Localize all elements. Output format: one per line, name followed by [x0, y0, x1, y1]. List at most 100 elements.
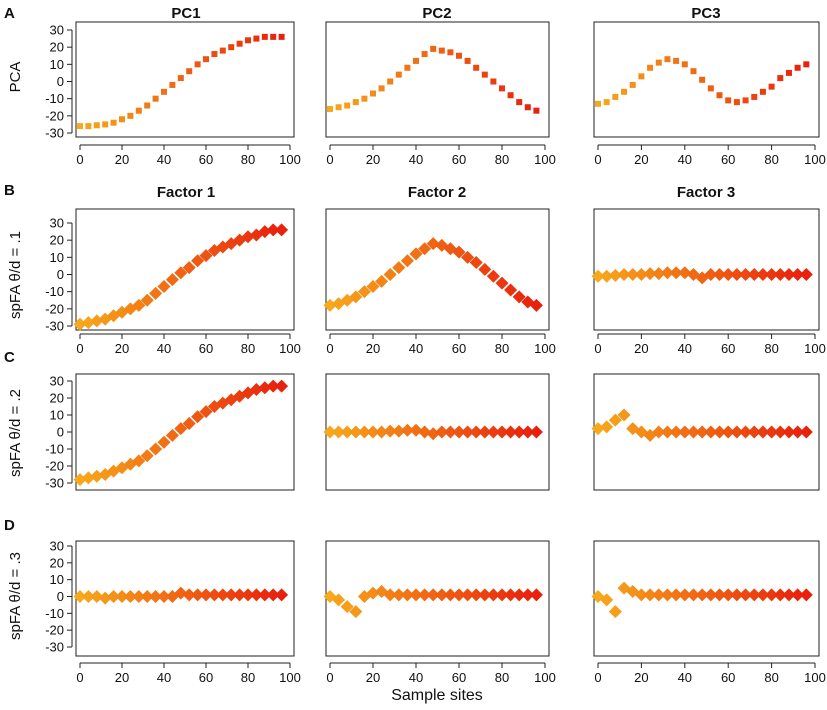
plot-frame — [593, 373, 820, 491]
panel-c2 — [323, 373, 550, 491]
data-point — [383, 588, 397, 602]
data-point — [383, 424, 397, 438]
data-point — [404, 64, 411, 71]
data-point — [504, 283, 518, 297]
data-point — [673, 57, 680, 64]
x-tick-label: 40 — [678, 152, 692, 167]
y-tick-label: 10 — [50, 57, 64, 72]
data-point — [241, 588, 255, 602]
data-point — [782, 268, 796, 281]
data-point — [387, 78, 394, 85]
data-point — [652, 267, 666, 281]
data-point — [241, 230, 255, 244]
data-point — [791, 425, 805, 439]
y-tick-label: -20 — [45, 301, 64, 316]
data-point — [452, 245, 466, 259]
data-point — [529, 588, 543, 602]
data-point — [695, 425, 709, 439]
x-tick-label: 100 — [804, 152, 826, 167]
plot-frame — [593, 21, 820, 138]
data-point — [438, 47, 445, 54]
row-letter-a: A — [4, 5, 15, 22]
x-tick-label: 0 — [594, 152, 601, 167]
data-point — [186, 68, 193, 75]
x-tick-label: 0 — [76, 152, 83, 167]
data-point — [721, 425, 735, 439]
data-point — [660, 588, 674, 602]
data-point — [707, 85, 714, 92]
data-point — [266, 588, 280, 602]
y-tick-label: -30 — [45, 640, 64, 655]
data-point — [785, 69, 792, 76]
data-point — [782, 425, 796, 439]
data-point — [216, 588, 230, 602]
data-point — [81, 471, 95, 485]
data-point — [327, 105, 333, 112]
data-point — [366, 280, 380, 294]
data-point — [340, 425, 354, 439]
data-point — [199, 249, 213, 263]
data-point — [669, 425, 683, 439]
data-point — [224, 588, 238, 602]
data-point — [664, 56, 671, 63]
data-point — [323, 298, 337, 312]
data-point — [409, 423, 423, 437]
data-point — [655, 59, 662, 66]
data-point — [73, 317, 87, 331]
data-point — [98, 591, 112, 605]
data-point — [478, 262, 492, 276]
data-point — [461, 250, 475, 264]
panel-c1: -30 -20 -10 0 10 20 30 — [45, 373, 295, 491]
x-tick-label: 40 — [409, 670, 423, 685]
data-point — [352, 99, 359, 106]
data-point — [608, 605, 622, 619]
data-point — [730, 268, 744, 281]
x-tick-label: 0 — [594, 341, 601, 356]
data-point — [652, 588, 666, 602]
x-tick-label: 40 — [157, 341, 171, 356]
panel-a1: -30 -20 -10 0 10 20 30 0 20 40 60 80 100 — [45, 21, 301, 167]
data-point — [174, 586, 188, 600]
data-point — [747, 268, 761, 281]
data-point — [756, 268, 770, 281]
y-tick-label: 0 — [57, 74, 64, 89]
data-point — [149, 590, 163, 603]
data-point — [765, 425, 779, 439]
data-point — [600, 420, 614, 434]
data-point — [443, 588, 457, 602]
data-point — [135, 107, 142, 114]
data-point — [507, 92, 514, 99]
y-tick-label: -20 — [45, 108, 64, 123]
data-point — [73, 590, 87, 603]
data-point — [512, 425, 526, 439]
data-point — [140, 449, 154, 463]
data-point — [140, 590, 154, 603]
y-tick-label: 0 — [57, 425, 64, 440]
data-point — [102, 121, 109, 128]
data-point — [669, 588, 683, 602]
x-tick-label: 100 — [534, 341, 556, 356]
data-point — [73, 473, 87, 487]
y-tick-label: -10 — [45, 284, 64, 299]
x-tick-label: 60 — [452, 341, 466, 356]
data-point — [332, 425, 346, 439]
x-tick-label: 80 — [241, 152, 255, 167]
x-tick-label: 0 — [326, 341, 333, 356]
data-point — [132, 590, 146, 603]
x-tick-label: 20 — [366, 670, 380, 685]
data-point — [258, 381, 272, 395]
col-title-factor3: Factor 3 — [677, 184, 735, 201]
data-point — [621, 88, 628, 95]
data-point — [765, 268, 779, 281]
data-point — [799, 588, 813, 602]
data-point — [686, 425, 700, 439]
x-tick-label: 60 — [199, 341, 213, 356]
x-tick-label: 20 — [115, 152, 129, 167]
data-point — [275, 223, 289, 237]
data-point — [349, 605, 363, 619]
data-point — [647, 64, 654, 71]
data-point — [90, 469, 104, 483]
plot-frame — [75, 373, 295, 491]
data-point — [93, 122, 100, 129]
data-point — [182, 417, 196, 430]
